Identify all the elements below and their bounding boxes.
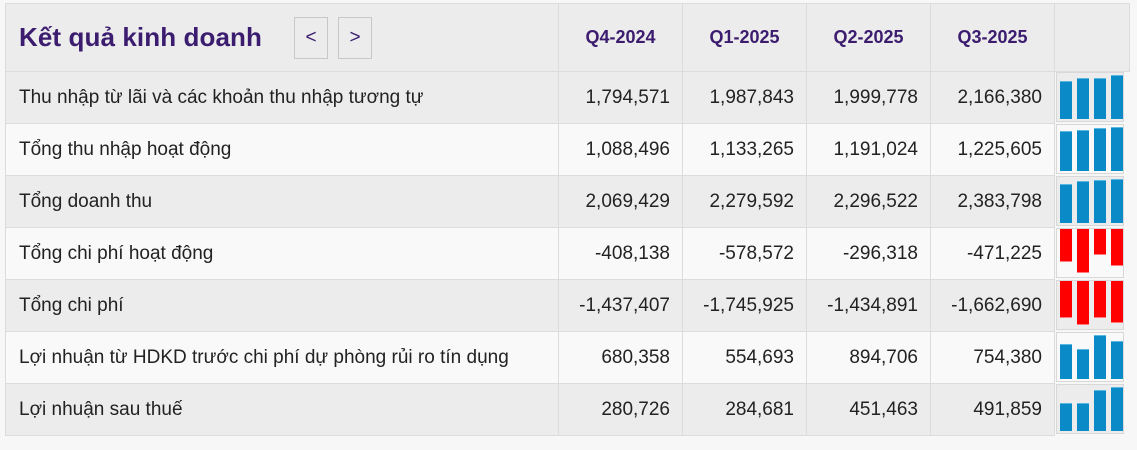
previous-period-button[interactable]: <	[294, 16, 329, 59]
sparkline-bar	[1111, 178, 1123, 223]
row-value-q2-2025: 2,296,522	[806, 175, 931, 228]
row-label: Tổng doanh thu	[5, 175, 559, 228]
sparkline-bar	[1111, 126, 1123, 171]
row-label: Tổng chi phí hoạt động	[5, 227, 559, 280]
sparkline-chart	[1056, 227, 1124, 278]
row-value-q3-2025: -1,662,690	[930, 279, 1055, 332]
table-row: Lợi nhuận sau thuế 280,726 284,681 451,4…	[5, 383, 1130, 436]
table-row: Tổng doanh thu 2,069,429 2,279,592 2,296…	[5, 175, 1130, 228]
row-value-q2-2025: 451,463	[806, 383, 931, 436]
row-value-q3-2025: 2,166,380	[930, 71, 1055, 124]
table-row: Tổng chi phí -1,437,407 -1,745,925 -1,43…	[5, 279, 1130, 332]
row-value-q2-2025: -1,434,891	[806, 279, 931, 332]
row-value-q1-2025: 1,133,265	[682, 123, 807, 176]
sparkline-cell	[1054, 123, 1130, 176]
sparkline-bar	[1111, 75, 1123, 119]
title-cell: Kết quả kinh doanh < >	[5, 3, 559, 72]
sparkline-bar	[1094, 78, 1106, 119]
sparkline-bar	[1060, 81, 1072, 119]
sparkline-chart	[1056, 279, 1124, 330]
sparkline-bar	[1077, 129, 1089, 171]
sparkline-bar	[1111, 386, 1123, 431]
row-value-q4-2024: -1,437,407	[558, 279, 683, 332]
sparkline-chart	[1056, 123, 1124, 174]
sparkline-bar	[1077, 348, 1089, 379]
sparkline-bar	[1060, 228, 1072, 262]
table-row: Lợi nhuận từ HDKD trước chi phí dự phòng…	[5, 331, 1130, 384]
table-header-row: Kết quả kinh doanh < > Q4-2024 Q1-2025 Q…	[5, 3, 1130, 72]
row-value-q4-2024: 1,794,571	[558, 71, 683, 124]
row-value-q4-2024: 680,358	[558, 331, 683, 384]
row-value-q4-2024: 2,069,429	[558, 175, 683, 228]
row-value-q3-2025: 1,225,605	[930, 123, 1055, 176]
row-value-q2-2025: 1,999,778	[806, 71, 931, 124]
business-results-table: Kết quả kinh doanh < > Q4-2024 Q1-2025 Q…	[5, 3, 1130, 436]
sparkline-bar	[1077, 402, 1089, 431]
row-value-q4-2024: 280,726	[558, 383, 683, 436]
sparkline-bar	[1094, 127, 1106, 171]
table-row: Tổng chi phí hoạt động -408,138 -578,572…	[5, 227, 1130, 280]
sparkline-chart	[1056, 331, 1124, 382]
sparkline-bar	[1094, 334, 1106, 379]
sparkline-header	[1054, 3, 1130, 72]
row-label: Lợi nhuận từ HDKD trước chi phí dự phòng…	[5, 331, 559, 384]
row-label: Lợi nhuận sau thuế	[5, 383, 559, 436]
row-value-q1-2025: 284,681	[682, 383, 807, 436]
table-row: Tổng thu nhập hoạt động 1,088,496 1,133,…	[5, 123, 1130, 176]
sparkline-bar	[1094, 280, 1106, 318]
next-period-button[interactable]: >	[338, 16, 373, 59]
sparkline-bar	[1060, 343, 1072, 379]
sparkline-bar	[1077, 78, 1089, 119]
sparkline-chart	[1056, 72, 1124, 122]
sparkline-cell	[1054, 383, 1130, 436]
row-value-q4-2024: -408,138	[558, 227, 683, 280]
table-row: Thu nhập từ lãi và các khoản thu nhập tư…	[5, 71, 1130, 124]
sparkline-cell	[1054, 71, 1130, 124]
page-title: Kết quả kinh doanh	[19, 22, 263, 52]
sparkline-cell	[1054, 331, 1130, 384]
sparkline-bar	[1060, 402, 1072, 431]
sparkline-bar	[1060, 280, 1072, 318]
sparkline-bar	[1077, 228, 1089, 273]
business-results-widget: Kết quả kinh doanh < > Q4-2024 Q1-2025 Q…	[5, 3, 1130, 436]
sparkline-chart	[1056, 175, 1124, 226]
sparkline-bar	[1111, 228, 1123, 266]
sparkline-bar	[1094, 389, 1106, 431]
row-value-q2-2025: 894,706	[806, 331, 931, 384]
sparkline-cell	[1054, 227, 1130, 280]
sparkline-bar	[1077, 280, 1089, 325]
row-value-q3-2025: 491,859	[930, 383, 1055, 436]
sparkline-bar	[1094, 228, 1106, 255]
row-value-q1-2025: 2,279,592	[682, 175, 807, 228]
sparkline-bar	[1060, 130, 1072, 171]
period-header-q2-2025: Q2-2025	[806, 3, 931, 72]
row-value-q1-2025: 554,693	[682, 331, 807, 384]
row-value-q1-2025: 1,987,843	[682, 71, 807, 124]
period-header-q1-2025: Q1-2025	[682, 3, 807, 72]
row-value-q1-2025: -578,572	[682, 227, 807, 280]
period-header-q3-2025: Q3-2025	[930, 3, 1055, 72]
row-value-q4-2024: 1,088,496	[558, 123, 683, 176]
row-label: Thu nhập từ lãi và các khoản thu nhập tư…	[5, 71, 559, 124]
sparkline-cell	[1054, 175, 1130, 228]
sparkline-bar	[1077, 180, 1089, 223]
row-value-q3-2025: 754,380	[930, 331, 1055, 384]
row-value-q3-2025: -471,225	[930, 227, 1055, 280]
sparkline-bar	[1060, 183, 1072, 223]
row-value-q2-2025: 1,191,024	[806, 123, 931, 176]
sparkline-chart	[1056, 383, 1124, 434]
sparkline-bar	[1111, 280, 1123, 323]
sparkline-bar	[1094, 179, 1106, 223]
row-label: Tổng chi phí	[5, 279, 559, 332]
row-value-q1-2025: -1,745,925	[682, 279, 807, 332]
period-header-q4-2024: Q4-2024	[558, 3, 683, 72]
sparkline-cell	[1054, 279, 1130, 332]
row-value-q2-2025: -296,318	[806, 227, 931, 280]
row-value-q3-2025: 2,383,798	[930, 175, 1055, 228]
sparkline-bar	[1111, 340, 1123, 379]
row-label: Tổng thu nhập hoạt động	[5, 123, 559, 176]
